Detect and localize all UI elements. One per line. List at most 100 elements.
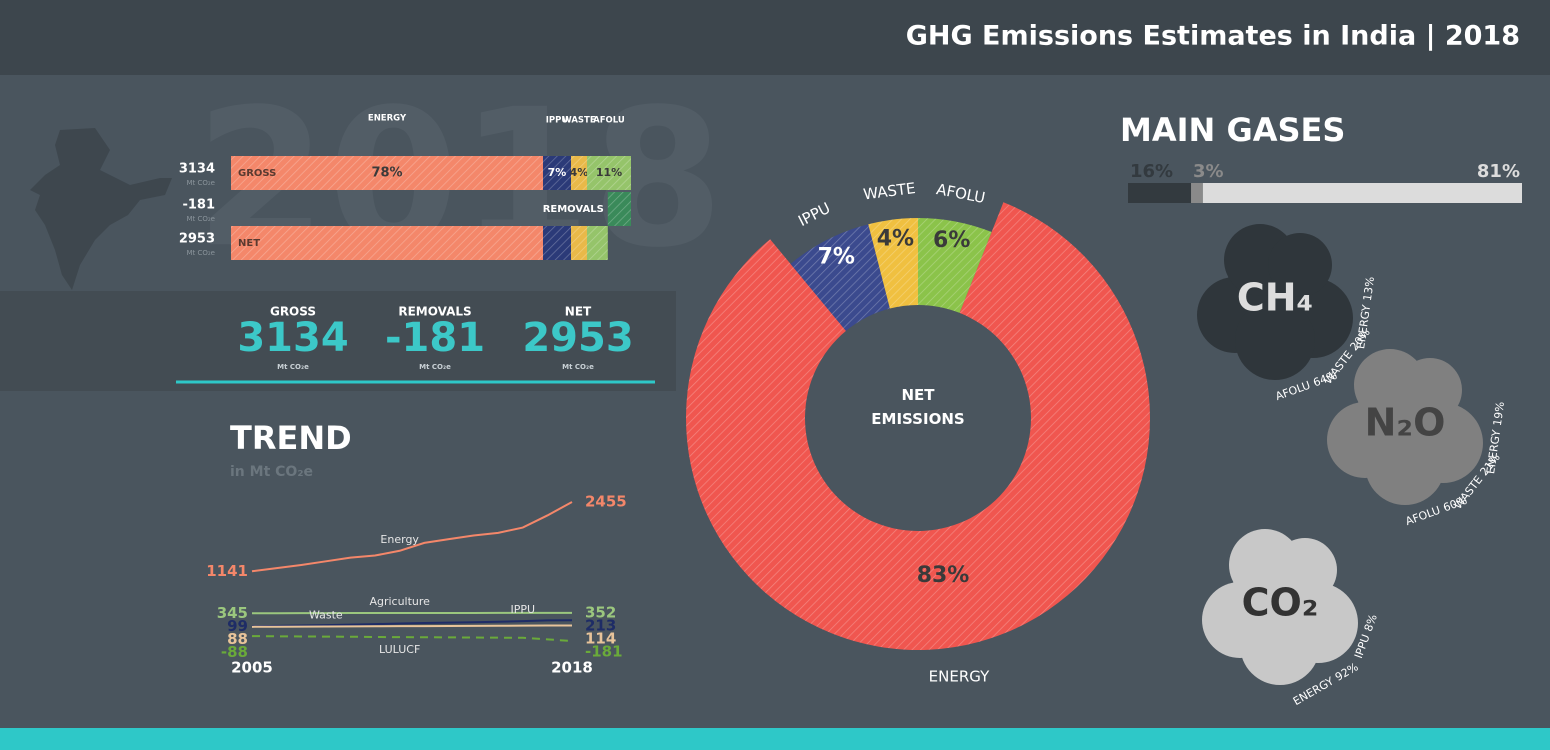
line-name: Agriculture bbox=[369, 595, 430, 608]
gas-share-label: 16% bbox=[1130, 161, 1173, 182]
bar-hatch bbox=[231, 226, 543, 260]
trend-title: TREND bbox=[230, 419, 352, 457]
end-value-label: 345 bbox=[217, 604, 248, 622]
bar-hatch bbox=[231, 156, 543, 190]
trend-line bbox=[251, 501, 573, 573]
page-title: GHG Emissions Estimates in India | 2018 bbox=[906, 21, 1520, 52]
donut-value-label: 4% bbox=[877, 226, 914, 251]
bar-hatch bbox=[587, 156, 631, 190]
kpi-value: 3134 bbox=[237, 315, 348, 361]
footer-band bbox=[0, 728, 1550, 750]
bar-hatch bbox=[543, 226, 571, 260]
end-value-label: 114 bbox=[585, 629, 616, 647]
row-label: GROSS bbox=[238, 168, 276, 179]
gas-sector-name: ENERGY bbox=[1484, 429, 1503, 475]
donut-value-label: 83% bbox=[917, 563, 970, 588]
end-value-label: 352 bbox=[585, 603, 616, 621]
kpi-value: -181 bbox=[385, 315, 485, 361]
end-value-label: 99 bbox=[227, 617, 248, 635]
cloud-shape bbox=[1365, 425, 1445, 505]
gas-share-label: 3% bbox=[1193, 161, 1224, 182]
donut-value-label: 7% bbox=[818, 245, 855, 270]
gas-formula: N₂O bbox=[1365, 401, 1446, 445]
donut-category: WASTE bbox=[862, 179, 916, 203]
bar-hatch bbox=[587, 226, 608, 260]
bar-value-label: 4% bbox=[570, 166, 589, 179]
cloud-shape bbox=[1235, 300, 1315, 380]
gas-share-segment bbox=[1202, 183, 1522, 203]
gases-title: MAIN GASES bbox=[1120, 111, 1345, 149]
gas-sector-value: 8% bbox=[1362, 612, 1380, 633]
gas-share-segment bbox=[1128, 183, 1192, 203]
x-tick-label: 2005 bbox=[231, 659, 273, 677]
end-value-label: 88 bbox=[227, 630, 248, 648]
map-outline bbox=[30, 128, 172, 290]
bar-hatch bbox=[543, 156, 571, 190]
gas-sector-share: ENERGY 13% bbox=[1354, 276, 1377, 350]
gas-sector-share: ENERGY 19% bbox=[1484, 401, 1507, 475]
header-band bbox=[0, 0, 1550, 75]
cloud-shape bbox=[1273, 538, 1337, 602]
segment-header: WASTE bbox=[562, 116, 595, 126]
segment-header: AFOLU bbox=[593, 116, 625, 126]
kpi-unit: Mt CO₂e bbox=[419, 363, 451, 371]
cloud-shape bbox=[1268, 233, 1332, 297]
row-total: 2953 bbox=[179, 232, 215, 247]
gas-formula: CO₂ bbox=[1242, 581, 1319, 625]
summary-band bbox=[0, 291, 676, 391]
trend-line bbox=[251, 635, 573, 642]
row-unit: Mt CO₂e bbox=[186, 179, 215, 187]
bar-value-label: 11% bbox=[596, 166, 622, 179]
donut-category: AFOLU bbox=[935, 180, 987, 207]
donut-hatch bbox=[686, 202, 1151, 650]
donut-hatch bbox=[868, 218, 918, 309]
end-value-label: 2455 bbox=[585, 493, 627, 511]
donut-category: ENERGY bbox=[929, 667, 990, 685]
row-unit: Mt CO₂e bbox=[186, 249, 215, 257]
donut-category: IPPU bbox=[795, 199, 833, 230]
trend-line bbox=[251, 619, 573, 628]
kpi-label: GROSS bbox=[270, 305, 316, 319]
gas-sector-name: ENERGY bbox=[1354, 304, 1373, 350]
gas-sector-name: AFOLU bbox=[1404, 504, 1442, 529]
row-total: 3134 bbox=[179, 162, 215, 177]
gas-sector-value: 19% bbox=[1491, 401, 1507, 427]
donut-hatch bbox=[918, 218, 992, 313]
end-value-label: -88 bbox=[221, 643, 248, 661]
gas-formula: CH₄ bbox=[1237, 276, 1313, 320]
donut-hatch bbox=[790, 224, 890, 331]
donut-center-label: NET EMISSIONS bbox=[871, 386, 965, 428]
line-name: Waste bbox=[309, 608, 343, 621]
end-value-label: -181 bbox=[585, 642, 623, 660]
row-unit: Mt CO₂e bbox=[186, 215, 215, 223]
bar-hatch bbox=[571, 156, 587, 190]
bar-hatch bbox=[607, 192, 631, 226]
bar-value-label: 7% bbox=[548, 166, 567, 179]
kpi-unit: Mt CO₂e bbox=[562, 363, 594, 371]
kpi-label: NET bbox=[565, 305, 592, 319]
end-value-label: 213 bbox=[585, 616, 616, 634]
line-name: LULUCF bbox=[379, 643, 420, 656]
kpi-label: REMOVALS bbox=[398, 305, 471, 319]
kpi-unit: Mt CO₂e bbox=[277, 363, 309, 371]
segment-header: ENERGY bbox=[368, 114, 407, 124]
kpi-value: 2953 bbox=[522, 315, 633, 361]
segment-name: REMOVALS bbox=[543, 204, 604, 215]
cloud-shape bbox=[1240, 605, 1320, 685]
gas-sector-value: 13% bbox=[1361, 276, 1377, 302]
donut-value-label: 6% bbox=[933, 228, 970, 253]
trend-subtitle: in Mt CO₂e bbox=[230, 464, 313, 480]
row-total: -181 bbox=[182, 198, 215, 213]
gas-share-label: 81% bbox=[1477, 161, 1520, 182]
line-name: Energy bbox=[380, 533, 419, 546]
line-name: IPPU bbox=[510, 603, 535, 616]
row-label: NET bbox=[238, 238, 260, 249]
bar-value-label: 78% bbox=[371, 166, 402, 181]
x-tick-label: 2018 bbox=[551, 659, 593, 677]
cloud-shape bbox=[1398, 358, 1462, 422]
gas-sector-value: 92% bbox=[1333, 660, 1361, 683]
gas-share-segment bbox=[1191, 183, 1203, 203]
segment-header: IPPU bbox=[546, 116, 569, 126]
